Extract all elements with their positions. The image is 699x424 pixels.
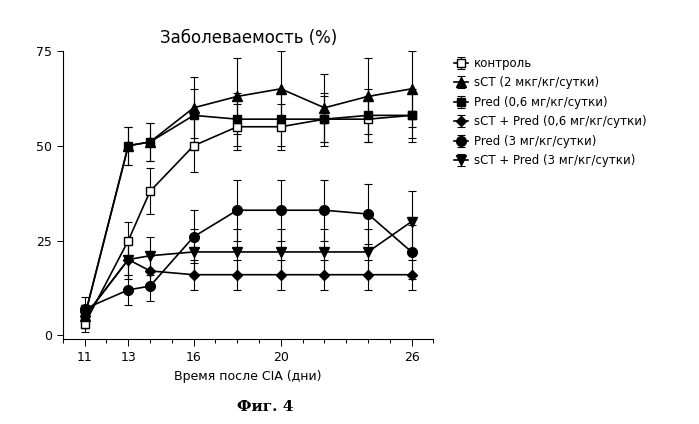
- X-axis label: Время после CIA (дни): Время после CIA (дни): [174, 370, 322, 382]
- Text: Фиг. 4: Фиг. 4: [238, 400, 294, 414]
- Legend: контроль, sCT (2 мкг/кг/сутки), Pred (0,6 мг/кг/сутки), sCT + Pred (0,6 мг/кг/су: контроль, sCT (2 мкг/кг/сутки), Pred (0,…: [454, 57, 647, 167]
- Title: Заболеваемость (%): Заболеваемость (%): [159, 28, 337, 47]
